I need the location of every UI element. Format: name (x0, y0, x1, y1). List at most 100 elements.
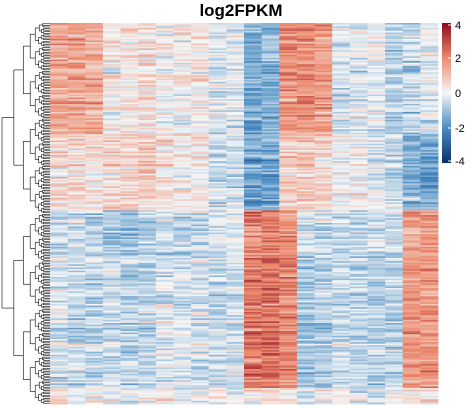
heatmap-cell (173, 135, 192, 138)
heatmap-cell (226, 81, 245, 84)
heatmap-cell (191, 153, 210, 156)
heatmap-cell (349, 86, 368, 89)
heatmap-cell (279, 49, 298, 52)
heatmap-cell (102, 313, 121, 316)
heatmap-cell (261, 180, 280, 183)
heatmap-cell (226, 197, 245, 200)
heatmap-cell (332, 278, 351, 281)
heatmap-cell (173, 172, 192, 175)
heatmap-cell (208, 178, 227, 181)
heatmap-cell (50, 137, 69, 140)
heatmap-cell (173, 235, 192, 238)
heatmap-cell (402, 119, 421, 122)
heatmap-cell (67, 180, 86, 183)
heatmap-cell (420, 242, 439, 245)
heatmap-cell (402, 29, 421, 32)
heatmap-cell (155, 164, 174, 167)
heatmap-cell (385, 235, 404, 238)
heatmap-cell (385, 197, 404, 200)
heatmap-cell (332, 234, 351, 237)
heatmap-cell (402, 97, 421, 100)
heatmap-cell (261, 219, 280, 222)
heatmap-cell (332, 254, 351, 257)
heatmap-cell (349, 76, 368, 79)
heatmap-cell (173, 261, 192, 264)
heatmap-cell (314, 262, 333, 265)
heatmap-cell (420, 292, 439, 295)
heatmap-cell (332, 194, 351, 197)
heatmap-cell (226, 270, 245, 273)
heatmap-cell (50, 323, 69, 326)
heatmap-cell (208, 211, 227, 214)
heatmap-cell (420, 269, 439, 272)
heatmap-cell (208, 173, 227, 176)
heatmap-cell (279, 326, 298, 329)
heatmap-cell (85, 315, 104, 318)
heatmap-cell (155, 272, 174, 275)
heatmap-cell (314, 127, 333, 130)
heatmap-cell (402, 189, 421, 192)
heatmap-cell (120, 289, 139, 292)
heatmap-cell (50, 223, 69, 226)
heatmap-cell (102, 86, 121, 89)
heatmap-cell (367, 140, 386, 143)
heatmap-cell (420, 288, 439, 291)
heatmap-cell (244, 110, 263, 113)
heatmap-cell (296, 38, 315, 41)
heatmap-cell (349, 67, 368, 70)
heatmap-cell (385, 138, 404, 141)
heatmap-cell (244, 113, 263, 116)
heatmap-cell (102, 173, 121, 176)
heatmap-cell (208, 262, 227, 265)
heatmap-cell (102, 269, 121, 272)
heatmap-cell (102, 157, 121, 160)
heatmap-cell (120, 56, 139, 59)
heatmap-cell (67, 192, 86, 195)
heatmap-cell (261, 115, 280, 118)
heatmap-cell (279, 248, 298, 251)
heatmap-cell (402, 38, 421, 41)
heatmap-cell (191, 97, 210, 100)
heatmap-cell (279, 113, 298, 116)
heatmap-cell (296, 34, 315, 37)
heatmap-cell (85, 283, 104, 286)
heatmap-cell (173, 313, 192, 316)
heatmap-cell (102, 180, 121, 183)
heatmap-cell (208, 48, 227, 51)
heatmap-cell (138, 261, 157, 264)
heatmap-cell (102, 62, 121, 65)
heatmap-cell (314, 135, 333, 138)
heatmap-cell (314, 326, 333, 329)
heatmap-cell (314, 240, 333, 243)
heatmap-cell (50, 29, 69, 32)
heatmap-cell (420, 169, 439, 172)
heatmap-cell (420, 35, 439, 38)
heatmap-cell (85, 137, 104, 140)
heatmap-cell (314, 37, 333, 40)
heatmap-cell (155, 284, 174, 287)
heatmap-cell (314, 221, 333, 224)
heatmap-cell (332, 237, 351, 240)
heatmap-cell (402, 140, 421, 143)
heatmap-cell (50, 86, 69, 89)
heatmap-cell (349, 253, 368, 256)
heatmap-cell (332, 264, 351, 267)
heatmap-cell (191, 202, 210, 205)
heatmap-cell (296, 70, 315, 73)
heatmap-cell (261, 281, 280, 284)
heatmap-cell (261, 146, 280, 149)
heatmap-cell (155, 88, 174, 91)
heatmap-cell (173, 34, 192, 37)
heatmap-cell (102, 183, 121, 186)
heatmap-cell (155, 237, 174, 240)
heatmap-cell (155, 43, 174, 46)
heatmap-cell (385, 40, 404, 43)
heatmap-cell (138, 92, 157, 95)
heatmap-cell (296, 242, 315, 245)
heatmap-cell (296, 199, 315, 202)
heatmap-cell (67, 59, 86, 62)
heatmap-cell (332, 29, 351, 32)
heatmap-cell (173, 91, 192, 94)
heatmap-cell (226, 281, 245, 284)
heatmap-cell (296, 61, 315, 64)
